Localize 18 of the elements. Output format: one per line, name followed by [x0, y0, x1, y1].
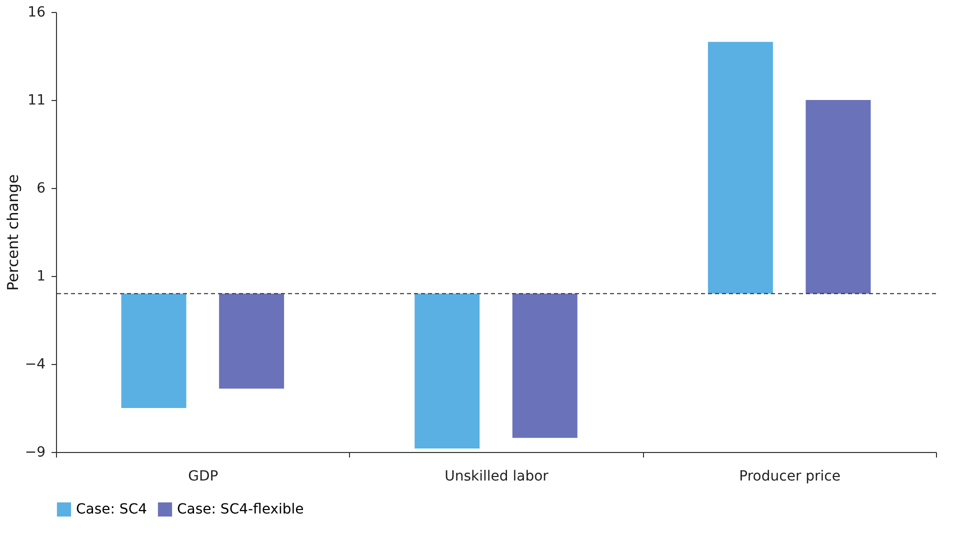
- x-tick-label: Producer price: [739, 468, 841, 484]
- bar: [219, 294, 284, 389]
- legend-label: Case: SC4-flexible: [177, 501, 304, 518]
- bar: [708, 42, 773, 294]
- y-axis-title: Percent change: [4, 174, 22, 291]
- y-tick-label: −9: [24, 444, 46, 460]
- x-tick-label: Unskilled labor: [444, 468, 549, 484]
- legend-label: Case: SC4: [76, 501, 148, 518]
- x-tick-label: GDP: [188, 468, 218, 484]
- y-tick-label: 11: [28, 92, 46, 108]
- bar: [806, 100, 871, 294]
- y-tick-label: 16: [28, 4, 46, 20]
- bar: [414, 294, 480, 448]
- bar: [121, 294, 186, 408]
- y-tick-label: −4: [24, 356, 46, 372]
- y-tick-label: 1: [36, 268, 46, 284]
- y-tick-label: 6: [36, 180, 46, 196]
- bar: [512, 294, 578, 438]
